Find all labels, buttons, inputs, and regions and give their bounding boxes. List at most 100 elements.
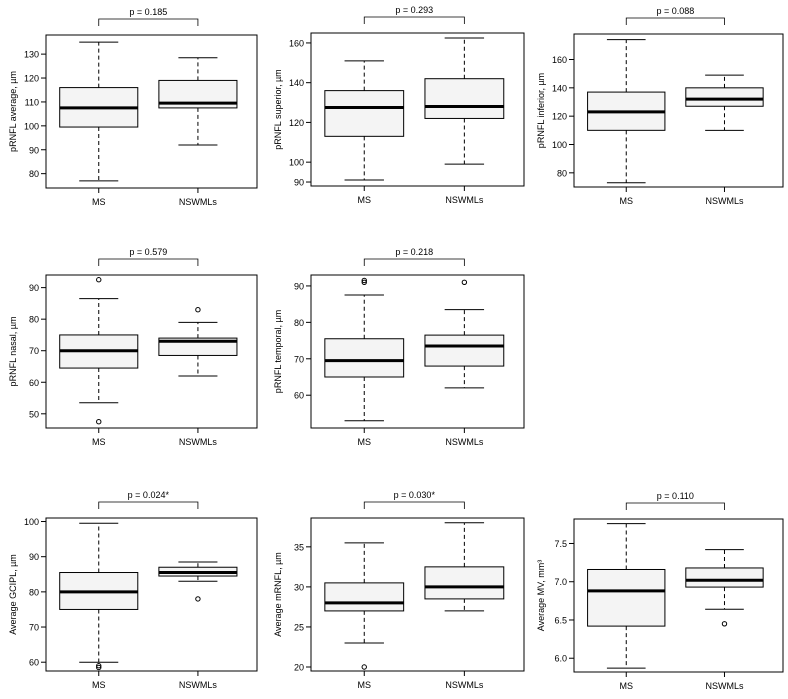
- p-value-label: p = 0.218: [395, 247, 433, 257]
- x-tick-label: MS: [358, 437, 372, 447]
- iqr-box: [424, 566, 505, 600]
- outlier-point: [96, 664, 102, 671]
- boxplot-panel: 80 100 120 140 160 pRNFL inferior, µm MS NSWMLs…: [536, 6, 784, 206]
- box-ms: [324, 277, 405, 422]
- boxplot-panel: 80 90 100 110 120 130 pRNFL average, µm MS NSWML…: [8, 7, 258, 207]
- box-ms: [324, 60, 405, 181]
- outlier-point: [96, 277, 102, 283]
- y-tick-label: 80: [29, 315, 39, 325]
- y-tick-label: 130: [24, 50, 39, 60]
- x-tick-label: MS: [92, 680, 106, 690]
- y-tick-label: 100: [24, 121, 39, 131]
- y-tick-label: 6.0: [554, 654, 567, 664]
- box-nswmls: [158, 307, 238, 377]
- box-nswmls: [424, 37, 505, 165]
- y-tick-label: 80: [294, 318, 304, 328]
- y-tick-label: 35: [294, 542, 304, 552]
- x-tick-label: MS: [92, 437, 106, 447]
- y-tick-label: 7.5: [554, 539, 567, 549]
- y-tick-label: 60: [29, 658, 39, 668]
- box-ms: [587, 523, 666, 669]
- y-axis-label: Average GCIPL, µm: [8, 554, 18, 635]
- y-tick-label: 90: [29, 145, 39, 155]
- significance-bracket: [625, 17, 725, 25]
- p-value-label: p = 0.030*: [394, 490, 436, 500]
- y-tick-label: 6.5: [554, 615, 567, 625]
- significance-bracket: [363, 16, 465, 24]
- y-tick-label: 100: [289, 158, 304, 168]
- outlier-point: [721, 621, 728, 627]
- y-tick-label: 160: [289, 38, 304, 48]
- p-value-label: p = 0.088: [656, 6, 694, 16]
- y-tick-label: 110: [25, 97, 39, 107]
- x-tick-label: NSWMLs: [445, 195, 483, 205]
- outlier-point: [361, 277, 367, 284]
- outlier-point: [96, 663, 102, 669]
- y-tick-label: 20: [294, 662, 304, 672]
- outlier-point: [361, 664, 367, 670]
- x-tick-label: NSWMLs: [179, 680, 217, 690]
- y-tick-label: 30: [294, 582, 304, 592]
- iqr-box: [424, 78, 505, 119]
- plot-frame: [45, 274, 258, 429]
- box-nswmls: [424, 279, 505, 389]
- y-tick-label: 70: [29, 623, 39, 633]
- y-tick-label: 100: [24, 517, 39, 527]
- x-tick-label: NSWMLs: [705, 196, 743, 206]
- x-tick-label: MS: [358, 195, 372, 205]
- y-axis-label: pRNFL temporal, µm: [273, 310, 283, 393]
- plot-frame: [310, 32, 525, 187]
- outlier-point: [361, 279, 367, 285]
- y-tick-label: 160: [552, 55, 567, 65]
- x-tick-label: MS: [620, 681, 634, 691]
- y-tick-label: 90: [29, 552, 39, 562]
- y-tick-label: 120: [552, 112, 567, 122]
- x-tick-label: MS: [620, 196, 634, 206]
- y-axis-label: pRNFL superior, µm: [273, 69, 283, 149]
- plot-frame: [310, 517, 525, 672]
- y-tick-label: 120: [289, 118, 304, 128]
- y-axis-label: pRNFL inferior, µm: [536, 73, 546, 148]
- box-ms: [324, 542, 405, 670]
- y-tick-label: 25: [294, 622, 304, 632]
- x-tick-label: MS: [358, 680, 372, 690]
- y-axis-label: pRNFL average, µm: [8, 71, 18, 152]
- boxplot-panel: 20 25 30 35 Average mRNFL, µm MS NSWMLs p = 0.0…: [273, 490, 525, 690]
- p-value-label: p = 0.024*: [128, 490, 170, 500]
- iqr-box: [685, 87, 764, 107]
- p-value-label: p = 0.185: [129, 7, 167, 17]
- significance-bracket: [363, 258, 465, 266]
- y-axis-label: Average mRNFL, µm: [273, 552, 283, 637]
- y-tick-label: 90: [294, 281, 304, 291]
- x-tick-label: NSWMLs: [179, 197, 217, 207]
- box-ms: [587, 39, 666, 184]
- y-tick-label: 120: [24, 74, 39, 84]
- outlier-point: [195, 307, 201, 313]
- p-value-label: p = 0.110: [657, 491, 694, 501]
- p-value-label: p = 0.293: [395, 5, 433, 15]
- box-nswmls: [685, 74, 764, 131]
- y-axis-label: pRNFL nasal, µm: [8, 317, 18, 387]
- iqr-box: [324, 338, 405, 378]
- y-tick-label: 80: [29, 169, 39, 179]
- y-tick-label: 60: [29, 378, 39, 388]
- box-ms: [59, 277, 139, 425]
- y-tick-label: 90: [294, 178, 304, 188]
- iqr-box: [587, 568, 666, 627]
- y-tick-label: 50: [29, 409, 39, 419]
- outlier-point: [461, 279, 468, 285]
- y-tick-label: 80: [29, 587, 39, 597]
- iqr-box: [424, 334, 505, 367]
- boxplot-panel: 60 70 80 90 pRNFL temporal, µm MS NSWMLs p = 0.…: [273, 247, 525, 447]
- x-tick-label: NSWMLs: [705, 681, 743, 691]
- y-tick-label: 70: [294, 354, 304, 364]
- boxplot-panel: 6.0 6.5 7.0 7.5 Average MV, mm³ MS NSWMLs p = 0…: [536, 491, 784, 691]
- plot-frame: [573, 518, 784, 673]
- outlier-point: [195, 596, 201, 602]
- box-nswmls: [685, 549, 764, 627]
- plot-frame: [45, 34, 258, 189]
- y-tick-label: 90: [29, 283, 39, 293]
- significance-bracket: [98, 501, 199, 509]
- x-tick-label: MS: [92, 197, 106, 207]
